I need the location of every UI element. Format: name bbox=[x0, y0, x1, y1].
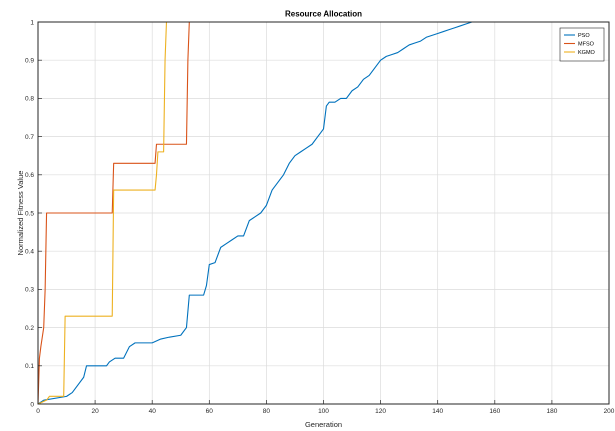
x-tick-label: 200 bbox=[604, 408, 615, 415]
y-tick-label: 0.8 bbox=[25, 96, 34, 103]
y-tick-label: 0.3 bbox=[25, 287, 34, 294]
x-tick-label: 160 bbox=[489, 408, 500, 415]
axis-ticks: 0 20 40 60 80 100 120 140 160 180 200 0 0.1 0.2 0.3 0.4… bbox=[25, 19, 615, 415]
legend-label-pso: PSO bbox=[578, 33, 590, 39]
legend-label-kgmo: KGMO bbox=[578, 50, 596, 56]
x-tick-label: 0 bbox=[36, 408, 40, 415]
series-line-kgmo bbox=[37, 21, 609, 405]
legend-items: PSO MFSO KGMO bbox=[564, 33, 596, 56]
legend-box bbox=[559, 27, 605, 62]
y-tick-label: 0.9 bbox=[25, 58, 34, 65]
x-axis-label: Generation bbox=[305, 420, 342, 429]
x-tick-label: 140 bbox=[432, 408, 443, 415]
x-tick-label: 40 bbox=[149, 408, 157, 415]
y-tick-label: 0.2 bbox=[25, 325, 34, 332]
y-tick-label: 0.4 bbox=[25, 249, 34, 256]
y-tick-label: 0.6 bbox=[25, 172, 34, 179]
y-tick-label: 0 bbox=[30, 401, 34, 408]
x-tick-label: 80 bbox=[263, 408, 271, 415]
y-axis-label: Normalized Fitness Value bbox=[16, 171, 25, 256]
y-tick-label: 0.5 bbox=[25, 210, 34, 217]
series-lines bbox=[37, 21, 609, 405]
y-tick-label: 1 bbox=[30, 19, 34, 26]
x-tick-label: 100 bbox=[318, 408, 329, 415]
series-line-mfso bbox=[37, 21, 609, 405]
x-tick-label: 20 bbox=[91, 408, 99, 415]
y-tick-label: 0.1 bbox=[25, 363, 34, 370]
y-tick-label: 0.7 bbox=[25, 134, 34, 141]
legend: PSO MFSO KGMO bbox=[559, 27, 605, 62]
x-tick-label: 120 bbox=[375, 408, 386, 415]
series-line-pso bbox=[37, 21, 609, 405]
x-tick-label: 60 bbox=[206, 408, 214, 415]
chart-title: Resource Allocation bbox=[285, 10, 362, 19]
legend-label-mfso: MFSO bbox=[578, 42, 595, 48]
x-tick-label: 180 bbox=[546, 408, 557, 415]
